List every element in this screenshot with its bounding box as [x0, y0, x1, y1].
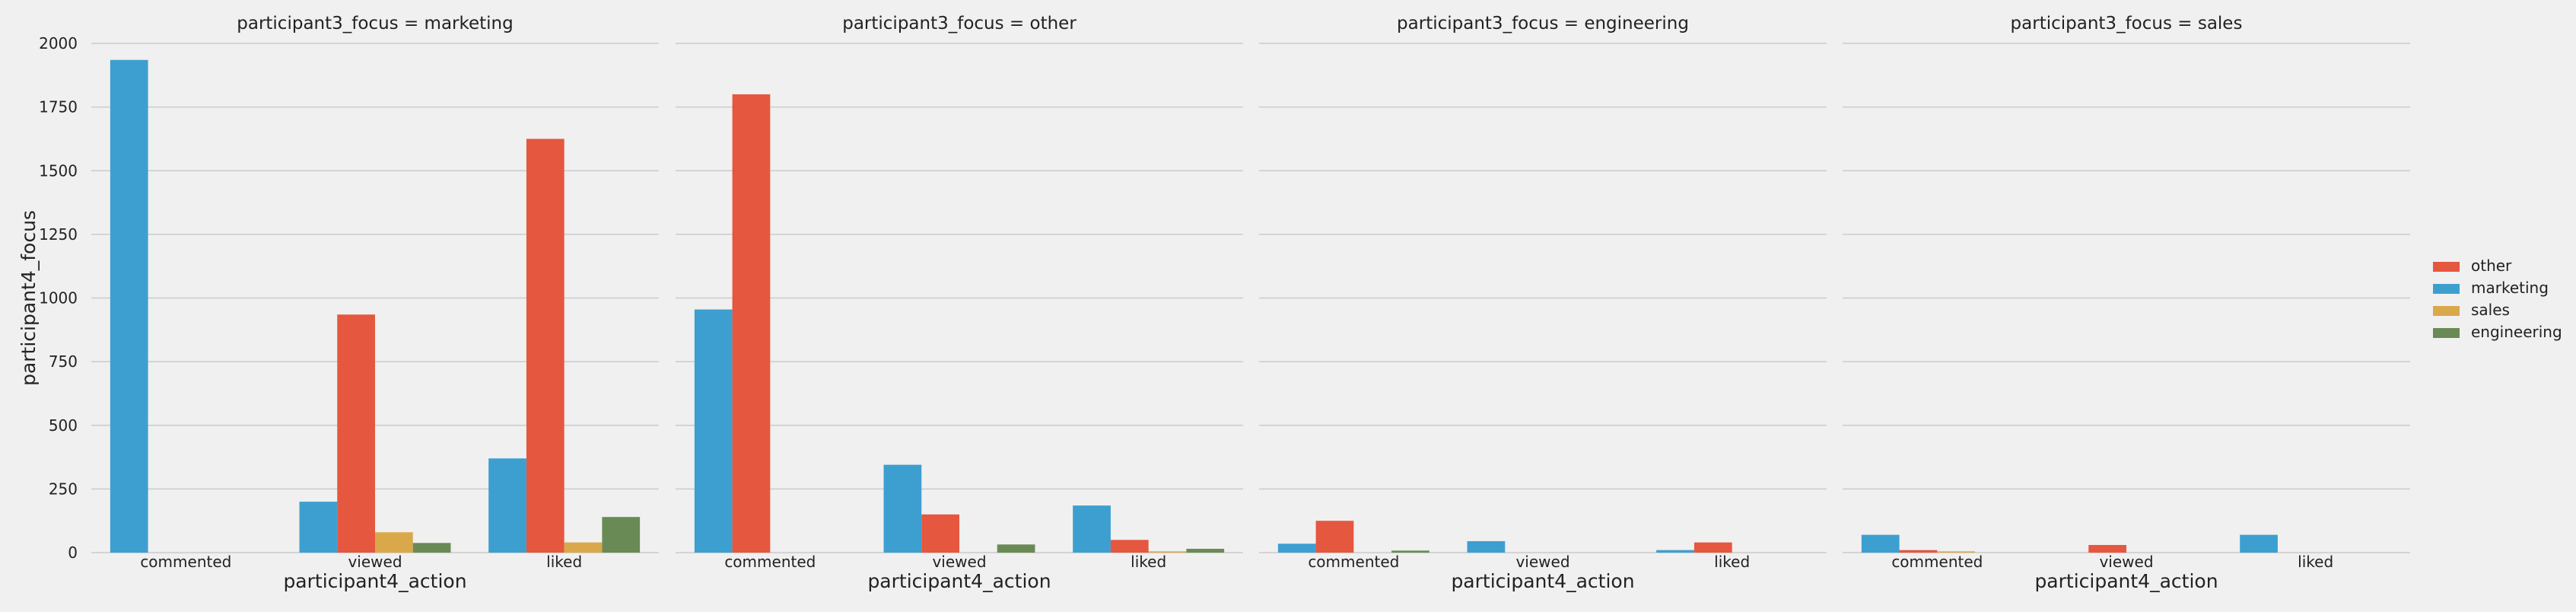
- bar-other-viewed: [2088, 544, 2126, 553]
- bar-engineering-viewed: [997, 544, 1035, 553]
- x-tick-label: liked: [1714, 553, 1750, 571]
- panel-title: participant3_focus = other: [842, 14, 1077, 33]
- bar-marketing-liked: [1073, 505, 1111, 553]
- y-tick-label: 1000: [39, 289, 78, 308]
- bar-marketing-liked: [488, 458, 526, 553]
- legend-swatch-sales: [2433, 306, 2460, 316]
- bar-marketing-commented: [110, 59, 148, 553]
- bar-sales-liked: [1148, 551, 1187, 553]
- y-tick-label: 0: [68, 543, 78, 562]
- bar-other-viewed: [921, 514, 959, 553]
- legend-swatch-other: [2433, 262, 2460, 272]
- y-axis-label: participant4_focus: [17, 210, 40, 386]
- legend-swatch-marketing: [2433, 284, 2460, 294]
- bar-marketing-viewed: [1467, 540, 1506, 553]
- panel-title: participant3_focus = sales: [2011, 14, 2243, 33]
- legend-label: sales: [2471, 301, 2510, 319]
- bar-marketing-viewed: [299, 502, 338, 553]
- bar-other-commented: [1899, 550, 1938, 553]
- x-tick-label: commented: [724, 553, 816, 571]
- bar-marketing-commented: [694, 309, 733, 553]
- legend-label: other: [2471, 257, 2512, 275]
- bar-sales-viewed: [375, 532, 413, 553]
- x-tick-label: viewed: [348, 553, 402, 571]
- x-axis-label: participant4_action: [2034, 570, 2218, 592]
- bar-engineering-viewed: [412, 543, 451, 553]
- y-tick-label: 1250: [39, 225, 78, 244]
- x-tick-label: commented: [140, 553, 231, 571]
- x-axis-label: participant4_action: [867, 570, 1051, 592]
- x-tick-label: commented: [1308, 553, 1399, 571]
- bar-engineering-commented: [1391, 550, 1430, 553]
- x-tick-label: liked: [546, 553, 582, 571]
- x-axis-label: participant4_action: [1451, 570, 1634, 592]
- x-tick-label: liked: [1131, 553, 1166, 571]
- x-tick-label: viewed: [932, 553, 986, 571]
- bar-sales-commented: [1937, 551, 1976, 553]
- bar-other-liked: [1693, 542, 1732, 553]
- bar-other-commented: [732, 94, 771, 553]
- bar-other-liked: [526, 139, 564, 553]
- legend-label: marketing: [2471, 279, 2549, 297]
- x-tick-label: commented: [1891, 553, 1983, 571]
- bar-engineering-liked: [1186, 548, 1225, 553]
- y-tick-label: 250: [49, 480, 78, 498]
- x-tick-label: viewed: [1515, 553, 1569, 571]
- y-tick-label: 1750: [39, 98, 78, 116]
- x-tick-label: viewed: [2099, 553, 2153, 571]
- bar-marketing-commented: [1861, 534, 1900, 553]
- bar-engineering-liked: [602, 517, 641, 553]
- bar-sales-liked: [564, 542, 603, 553]
- bar-other-commented: [1315, 521, 1354, 553]
- x-axis-label: participant4_action: [283, 570, 466, 592]
- y-tick-label: 500: [49, 416, 78, 435]
- bar-other-liked: [1110, 540, 1149, 553]
- y-tick-label: 750: [49, 352, 78, 371]
- legend-swatch-engineering: [2433, 328, 2460, 338]
- panel-title: participant3_focus = engineering: [1397, 14, 1689, 33]
- bar-marketing-commented: [1277, 543, 1316, 553]
- bar-marketing-liked: [1656, 550, 1694, 553]
- x-tick-label: liked: [2298, 553, 2333, 571]
- panel-title: participant3_focus = marketing: [237, 14, 513, 33]
- bar-marketing-liked: [2240, 534, 2278, 553]
- y-tick-label: 1500: [39, 161, 78, 180]
- legend-label: engineering: [2471, 323, 2562, 341]
- bar-marketing-viewed: [883, 464, 922, 553]
- bar-other-viewed: [337, 314, 375, 553]
- y-tick-label: 2000: [39, 34, 78, 53]
